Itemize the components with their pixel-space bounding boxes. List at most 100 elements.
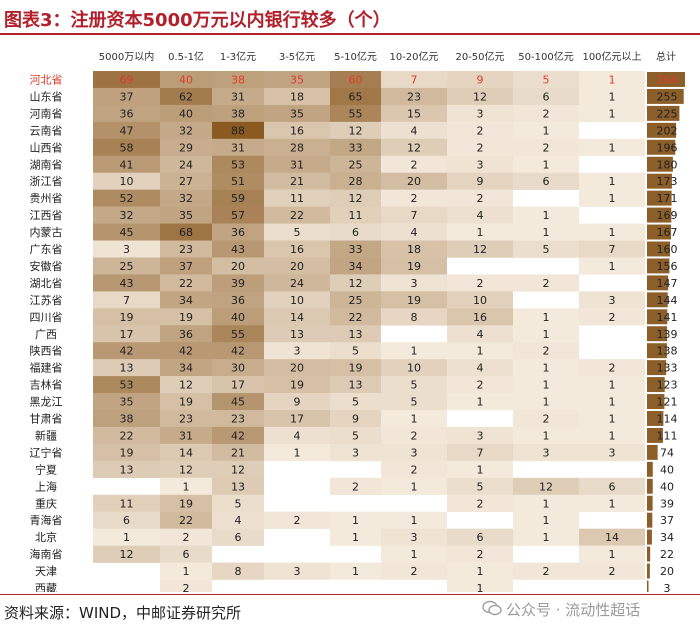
row-label: 河北省 bbox=[30, 74, 63, 87]
total-label: 114 bbox=[657, 413, 678, 426]
cell-label: 22 bbox=[349, 311, 363, 324]
cell-label: 16 bbox=[290, 243, 304, 256]
heatmap-cell bbox=[264, 511, 330, 529]
cell-label: 43 bbox=[231, 243, 245, 256]
cell-label: 1 bbox=[411, 514, 418, 527]
column-header: 50-100亿元 bbox=[518, 50, 573, 63]
cell-label: 19 bbox=[407, 260, 421, 273]
heatmap-cell bbox=[381, 206, 447, 224]
cell-label: 14 bbox=[605, 531, 619, 544]
heatmap-cell bbox=[381, 410, 447, 428]
cell-label: 53 bbox=[120, 379, 134, 392]
heatmap-cell bbox=[160, 274, 212, 292]
cell-label: 5 bbox=[294, 226, 301, 239]
cell-label: 2 bbox=[411, 463, 418, 476]
row-label: 甘肃省 bbox=[30, 413, 63, 426]
heatmap-cell bbox=[264, 71, 330, 89]
cell-label: 12 bbox=[179, 463, 193, 476]
heatmap-cell bbox=[264, 410, 330, 428]
total-label: 3 bbox=[664, 582, 671, 592]
row-label: 四川省 bbox=[30, 311, 63, 324]
cell-label: 40 bbox=[179, 74, 193, 87]
total-label: 160 bbox=[657, 243, 678, 256]
total-bar bbox=[647, 444, 658, 460]
heatmap-cell bbox=[93, 528, 160, 546]
cell-label: 19 bbox=[120, 446, 134, 459]
heatmap-cell bbox=[447, 325, 513, 343]
heatmap-cell bbox=[330, 240, 381, 258]
heatmap-cell bbox=[447, 562, 513, 580]
cell-label: 28 bbox=[349, 175, 363, 188]
heatmap-cell bbox=[160, 325, 212, 343]
heatmap-cell bbox=[447, 274, 513, 292]
heatmap-cell bbox=[513, 477, 579, 496]
row-label: 重庆 bbox=[35, 496, 57, 510]
heatmap-cell bbox=[513, 562, 579, 580]
cell-label: 31 bbox=[179, 429, 193, 442]
cell-label: 3 bbox=[609, 446, 616, 459]
row-label: 江西省 bbox=[30, 209, 63, 222]
cell-label: 1 bbox=[609, 141, 616, 154]
cell-label: 59 bbox=[231, 192, 245, 205]
total-label: 39 bbox=[660, 497, 674, 510]
heatmap-cell bbox=[212, 359, 264, 377]
cell-label: 1 bbox=[543, 362, 550, 375]
cell-label: 1 bbox=[411, 345, 418, 358]
cell-label: 1 bbox=[609, 226, 616, 239]
cell-label: 55 bbox=[349, 107, 363, 120]
heatmap-cell bbox=[513, 71, 579, 89]
cell-label: 5 bbox=[352, 429, 359, 442]
cell-label: 3 bbox=[123, 243, 130, 256]
heatmap-cell bbox=[579, 410, 645, 428]
heatmap-cell bbox=[93, 206, 160, 224]
cell-label: 11 bbox=[120, 497, 134, 510]
cell-label: 36 bbox=[231, 294, 245, 307]
cell-label: 9 bbox=[477, 74, 484, 87]
cell-label: 1 bbox=[543, 429, 550, 442]
cell-label: 2 bbox=[543, 345, 550, 358]
cell-label: 13 bbox=[349, 328, 363, 341]
row-label: 贵州省 bbox=[30, 192, 63, 205]
heatmap-cell bbox=[264, 104, 330, 123]
heatmap-cell bbox=[212, 223, 264, 241]
heatmap-cell bbox=[381, 87, 447, 106]
cell-label: 3 bbox=[411, 277, 418, 290]
cell-label: 1 bbox=[609, 429, 616, 442]
cell-label: 7 bbox=[609, 243, 616, 256]
heatmap-cell bbox=[579, 138, 645, 157]
heatmap-cell bbox=[447, 376, 513, 394]
cell-label: 1 bbox=[477, 345, 484, 358]
cell-label: 6 bbox=[183, 548, 190, 561]
heatmap-cell bbox=[513, 511, 579, 529]
cell-label: 17 bbox=[231, 379, 245, 392]
cell-label: 35 bbox=[290, 107, 304, 120]
heatmap-cell bbox=[160, 528, 212, 546]
total-bar bbox=[647, 461, 653, 477]
cell-label: 20 bbox=[407, 175, 421, 188]
heatmap-cell bbox=[447, 460, 513, 479]
cell-label: 18 bbox=[407, 243, 421, 256]
heatmap-cell bbox=[381, 172, 447, 190]
total-label: 121 bbox=[657, 396, 678, 409]
heatmap-cell bbox=[264, 155, 330, 173]
cell-label: 38 bbox=[231, 74, 245, 87]
cell-label: 1 bbox=[183, 480, 190, 493]
heatmap-cell bbox=[160, 511, 212, 529]
cell-label: 10 bbox=[290, 294, 304, 307]
heatmap-cell bbox=[513, 121, 579, 140]
cell-label: 1 bbox=[543, 514, 550, 527]
heatmap-cell bbox=[381, 291, 447, 309]
total-bar bbox=[647, 139, 676, 155]
heatmap-cell bbox=[160, 172, 212, 190]
cell-label: 65 bbox=[349, 90, 363, 103]
cell-label: 36 bbox=[231, 226, 245, 239]
total-label: 138 bbox=[657, 345, 678, 358]
heatmap-cell bbox=[579, 71, 645, 89]
heatmap-cell bbox=[330, 138, 381, 157]
total-bar bbox=[647, 122, 677, 138]
total-bar bbox=[647, 292, 668, 308]
total-bar bbox=[647, 563, 650, 579]
heatmap-cell bbox=[330, 291, 381, 309]
cell-label: 2 bbox=[543, 277, 550, 290]
cell-label: 1 bbox=[411, 413, 418, 426]
